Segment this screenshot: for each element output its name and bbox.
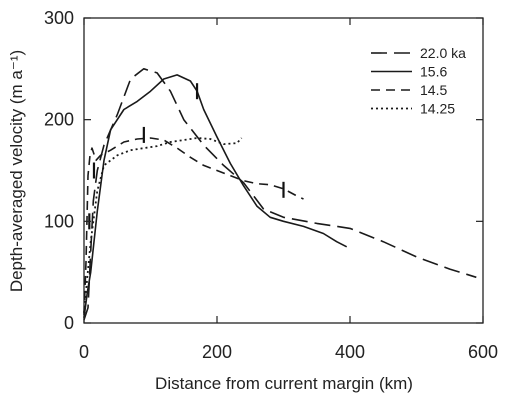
series-layer [83, 68, 477, 321]
axis-layer: 0 200 400 600 0 100 200 300 [44, 8, 498, 362]
y-tick-label: 300 [44, 8, 74, 28]
legend-label-0: 22.0 ka [420, 45, 466, 61]
x-axis-title: Distance from current margin (km) [155, 374, 413, 393]
plot-frame [83, 17, 484, 324]
x-tick-label: 600 [468, 342, 498, 362]
y-tick-label: 200 [44, 110, 74, 130]
marker-layer [88, 83, 285, 230]
x-tick-label: 400 [335, 342, 365, 362]
legend-label-2: 14.5 [420, 82, 447, 98]
y-axis-title: Depth-averaged velocity (m a⁻¹) [7, 50, 26, 292]
x-tick-label: 200 [202, 342, 232, 362]
series-line-2 [83, 137, 304, 315]
plot-area [83, 17, 484, 324]
legend-label-3: 14.25 [420, 101, 455, 117]
y-tick-label: 100 [44, 211, 74, 231]
legend: 22.0 ka 15.6 14.5 14.25 [371, 45, 466, 117]
legend-label-1: 15.6 [420, 64, 447, 80]
series-line-0 [83, 68, 477, 321]
x-tick-label: 0 [79, 342, 89, 362]
y-tick-label: 0 [64, 313, 74, 333]
series-line-3 [83, 137, 243, 313]
